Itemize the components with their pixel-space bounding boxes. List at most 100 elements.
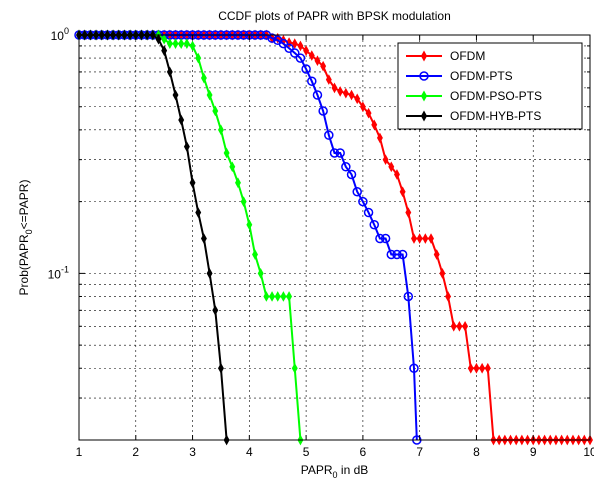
data-point: [229, 161, 236, 173]
data-point: [337, 86, 344, 97]
data-point: [380, 233, 391, 244]
data-point: [341, 162, 351, 172]
data-point: [359, 101, 366, 113]
data-point: [324, 130, 334, 140]
data-point: [235, 177, 241, 189]
x-axis-label: PAPR0 in dB: [301, 463, 369, 480]
data-point: [399, 186, 406, 198]
data-point: [278, 38, 289, 49]
data-point: [212, 105, 219, 117]
data-point: [172, 89, 179, 101]
data-point: [286, 291, 293, 302]
data-point: [392, 249, 402, 260]
data-point: [263, 291, 270, 302]
data-point: [200, 72, 207, 84]
data-point: [371, 119, 378, 131]
data-point: [257, 268, 264, 279]
data-point: [183, 141, 190, 153]
data-point: [161, 33, 168, 45]
data-point: [335, 148, 345, 158]
data-point: [411, 233, 417, 244]
data-point: [206, 89, 213, 101]
data-point: [318, 106, 328, 116]
x-tick-label: 3: [189, 445, 196, 459]
legend-marker: [420, 50, 428, 62]
data-point: [456, 320, 463, 332]
data-point: [342, 87, 349, 99]
data-point: [346, 169, 357, 180]
x-tick-label: 9: [530, 445, 537, 459]
data-point: [303, 45, 310, 56]
data-point: [301, 64, 311, 74]
data-point: [403, 291, 414, 302]
legend-label: OFDM-HYB-PTS: [450, 109, 541, 123]
data-point: [284, 43, 294, 53]
data-point: [393, 169, 400, 180]
data-point: [212, 304, 219, 316]
data-point: [246, 219, 253, 231]
legend-label: OFDM-PTS: [450, 69, 513, 83]
data-point: [462, 320, 469, 332]
legend: OFDM OFDM-PTS OFDM-PSO-PTS OFDM-HYB-PTS: [397, 42, 583, 130]
data-point: [484, 362, 491, 374]
legend-item: OFDM: [406, 49, 485, 63]
data-point: [274, 291, 281, 302]
data-point: [290, 48, 300, 58]
data-point: [375, 233, 385, 244]
x-tick-label: 5: [303, 445, 310, 459]
data-point: [161, 45, 168, 56]
data-point: [363, 207, 374, 218]
data-point: [297, 40, 304, 52]
data-point: [369, 219, 379, 230]
data-point: [200, 233, 207, 244]
data-point: [178, 38, 185, 49]
data-point: [352, 187, 362, 197]
legend-item: OFDM-HYB-PTS: [406, 109, 541, 123]
data-point: [416, 233, 423, 244]
data-point: [314, 55, 321, 67]
x-tick-label: 8: [473, 445, 480, 459]
x-tick-label: 1: [76, 445, 83, 459]
axes-box: [78, 34, 591, 441]
data-point: [312, 90, 323, 100]
data-point: [397, 249, 408, 260]
data-point: [376, 132, 383, 144]
chart-title: CCDF plots of PAPR with BPSK modulation: [218, 9, 451, 23]
data-point: [189, 177, 196, 189]
legend-label: OFDM: [450, 49, 485, 63]
data-point: [291, 38, 298, 49]
data-point: [217, 124, 224, 136]
data-point: [473, 362, 480, 374]
data-point: [479, 362, 486, 374]
data-point: [195, 207, 202, 218]
data-point: [217, 362, 224, 374]
data-point: [405, 207, 412, 218]
data-point: [325, 74, 332, 85]
data-point: [348, 89, 355, 101]
x-tick-label: 10: [583, 445, 594, 459]
data-point: [189, 40, 196, 52]
data-point: [280, 291, 287, 302]
data-point: [206, 268, 213, 279]
data-point: [354, 93, 361, 105]
data-point: [295, 53, 306, 63]
grid: [79, 35, 590, 440]
data-point: [409, 363, 419, 373]
data-point: [358, 196, 368, 207]
legend-marker: [420, 110, 428, 122]
y-tick-label: 100: [51, 26, 69, 43]
legend-label: OFDM-PSO-PTS: [450, 89, 542, 103]
x-tick-label: 2: [132, 445, 139, 459]
x-tick-label: 4: [246, 445, 253, 459]
data-point: [267, 33, 277, 43]
legend-box: [397, 42, 583, 130]
data-point: [329, 148, 340, 158]
data-point: [388, 161, 395, 173]
data-point: [308, 50, 315, 61]
data-point: [291, 362, 298, 374]
legend-marker: [419, 71, 429, 81]
data-point: [252, 249, 258, 260]
data-point: [422, 233, 429, 244]
